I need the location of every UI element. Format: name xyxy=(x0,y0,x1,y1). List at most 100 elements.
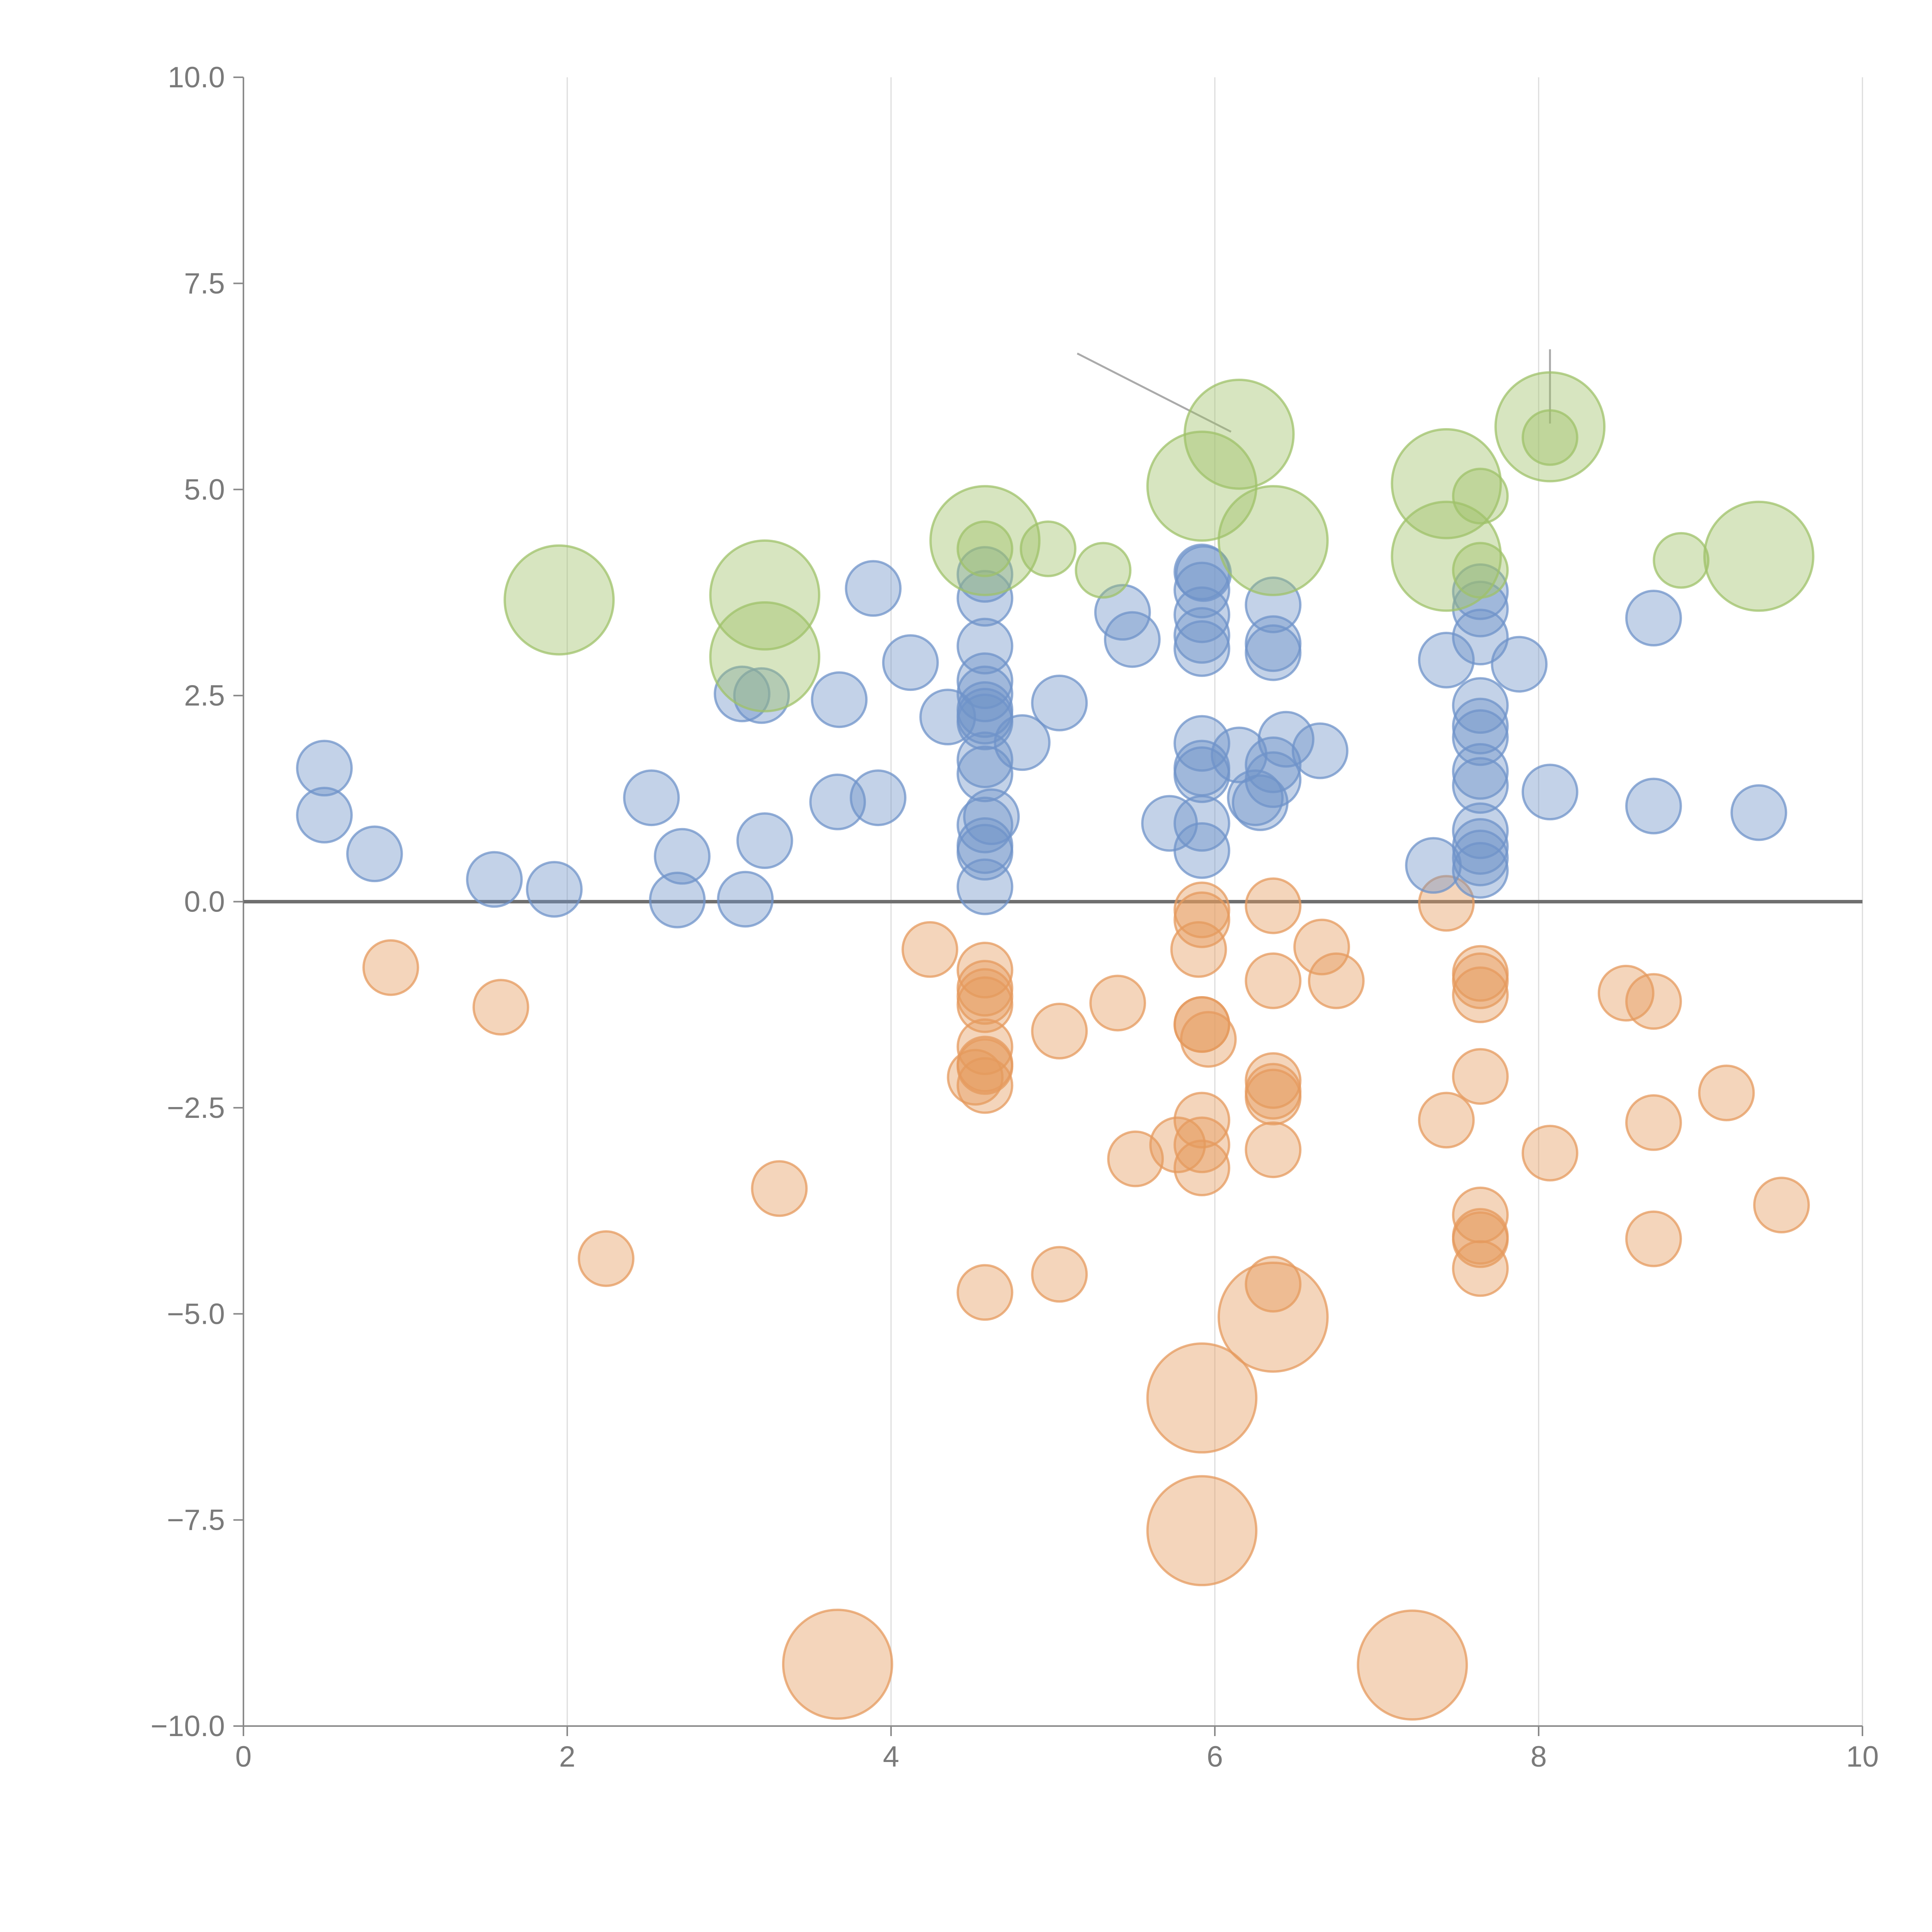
point-positive xyxy=(654,828,711,885)
y-tick-label: 7.5 xyxy=(184,267,225,300)
point-positive xyxy=(1452,563,1509,620)
x-tick-label: 8 xyxy=(1531,1740,1547,1773)
point-positive xyxy=(845,560,902,617)
y-tick-label: −2.5 xyxy=(167,1092,225,1124)
point-negative xyxy=(1173,1116,1230,1173)
point-negative xyxy=(1173,996,1230,1053)
point-positive xyxy=(1173,586,1230,643)
point-negative xyxy=(362,939,419,996)
point-highlighted xyxy=(956,520,1014,577)
point-positive xyxy=(714,665,770,723)
point-positive xyxy=(526,861,583,918)
point-negative xyxy=(1173,1139,1230,1197)
point-positive xyxy=(1031,674,1088,731)
point-positive xyxy=(649,871,706,929)
x-tick-label: 0 xyxy=(235,1740,252,1773)
point-negative xyxy=(578,1230,634,1287)
point-negative xyxy=(1418,1092,1475,1149)
point-negative xyxy=(1698,1065,1755,1121)
point-negative xyxy=(1146,1342,1258,1454)
y-tick-label: 10.0 xyxy=(168,61,225,94)
y-tick-label: 5.0 xyxy=(184,473,225,506)
point-highlighted xyxy=(1184,379,1295,490)
point-positive xyxy=(1452,609,1509,666)
point-positive xyxy=(811,671,868,728)
point-positive xyxy=(1452,697,1509,755)
point-negative xyxy=(1293,918,1350,976)
point-negative xyxy=(1089,975,1146,1032)
point-positive xyxy=(1245,577,1302,633)
point-highlighted xyxy=(503,544,615,656)
annotation-leaders xyxy=(1077,349,1551,433)
annotation-leader-0 xyxy=(1077,352,1232,433)
point-negative xyxy=(1753,1177,1810,1234)
point-positive xyxy=(1291,722,1349,779)
point-positive xyxy=(1452,818,1509,875)
point-positive xyxy=(1418,631,1475,689)
point-positive xyxy=(1452,830,1509,886)
point-negative xyxy=(956,1036,1014,1093)
data-points xyxy=(296,371,1815,1721)
point-highlighted xyxy=(1494,371,1606,483)
point-positive xyxy=(466,851,523,908)
point-positive xyxy=(1452,842,1509,899)
y-tick-label: −5.0 xyxy=(167,1298,225,1330)
point-highlighted xyxy=(1521,409,1578,466)
point-highlighted xyxy=(1452,542,1509,599)
point-positive xyxy=(1625,590,1682,646)
point-negative xyxy=(1521,1124,1578,1182)
point-positive xyxy=(1173,746,1230,803)
point-negative xyxy=(1452,1048,1509,1105)
point-positive xyxy=(963,788,1020,845)
point-negative xyxy=(1245,1256,1302,1313)
point-positive xyxy=(956,824,1014,881)
point-negative xyxy=(1245,1068,1302,1126)
point-negative xyxy=(1173,1092,1230,1149)
point-positive xyxy=(296,740,353,797)
point-positive xyxy=(1245,736,1302,793)
y-tick-label: 2.5 xyxy=(184,679,225,712)
point-negative xyxy=(1245,952,1302,1009)
point-highlighted xyxy=(1452,468,1509,525)
y-tick-label: −10.0 xyxy=(151,1710,225,1743)
point-negative xyxy=(782,1609,893,1720)
point-positive xyxy=(1173,715,1230,772)
point-positive xyxy=(1173,561,1230,619)
point-negative xyxy=(1597,964,1655,1022)
point-highlighted xyxy=(1218,485,1329,596)
point-positive xyxy=(1452,757,1509,814)
point-highlighted xyxy=(1703,500,1815,612)
point-negative xyxy=(1031,1003,1088,1060)
point-highlighted xyxy=(709,601,820,713)
point-negative xyxy=(1308,952,1365,1009)
point-negative xyxy=(1625,1094,1682,1151)
point-negative xyxy=(1173,891,1230,948)
point-highlighted xyxy=(1020,520,1077,577)
point-positive xyxy=(1245,624,1302,681)
point-negative xyxy=(1180,1011,1237,1068)
point-positive xyxy=(956,858,1014,915)
point-positive xyxy=(1452,743,1509,800)
point-positive xyxy=(623,769,680,827)
point-positive xyxy=(1521,764,1578,821)
point-negative xyxy=(1452,1240,1509,1297)
point-highlighted xyxy=(1075,542,1132,599)
point-positive xyxy=(1173,620,1230,677)
point-positive xyxy=(296,787,353,844)
point-positive xyxy=(956,731,1014,788)
point-negative xyxy=(1625,973,1682,1030)
point-negative xyxy=(1107,1130,1164,1187)
y-tick-label: 0.0 xyxy=(184,886,225,918)
point-negative xyxy=(472,979,529,1036)
point-positive xyxy=(1104,611,1161,668)
point-negative xyxy=(1218,1261,1329,1373)
point-negative xyxy=(1149,1116,1206,1173)
point-negative xyxy=(956,1264,1014,1321)
point-negative xyxy=(1625,1210,1682,1267)
point-negative xyxy=(1452,1211,1509,1268)
x-tick-label: 10 xyxy=(1846,1740,1879,1773)
point-highlighted xyxy=(1653,532,1710,589)
point-negative xyxy=(956,968,1014,1025)
x-axis-ticks: 0 2 4 6 8 10 xyxy=(235,1726,1879,1773)
